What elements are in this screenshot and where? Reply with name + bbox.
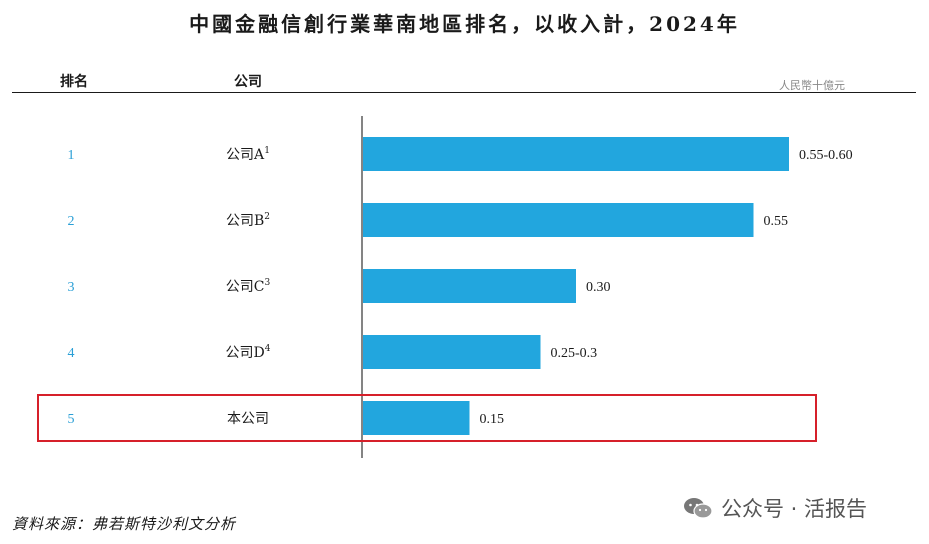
rank-label: 3 (68, 280, 75, 295)
company-column-header: 公司 (234, 74, 262, 90)
bar (363, 401, 470, 435)
company-label: 公司B2 (226, 212, 270, 229)
highlight-box (37, 394, 817, 442)
value-label: 0.30 (586, 280, 611, 295)
value-label: 0.55 (764, 214, 789, 229)
value-label: 0.25-0.3 (551, 346, 598, 361)
watermark-text: 公众号 · 活报告 (721, 497, 868, 521)
wechat-icon (684, 498, 713, 519)
chart-title: 中國金融信創行業華南地區排名，以收入計，2024年 (189, 12, 740, 36)
company-label: 公司D4 (226, 344, 271, 361)
bar (363, 335, 541, 369)
rank-label: 5 (68, 412, 75, 427)
rank-column-header: 排名 (60, 74, 88, 90)
header-rule (12, 92, 916, 93)
rank-label: 1 (68, 148, 75, 163)
company-label: 公司C3 (226, 278, 271, 295)
company-label: 公司A1 (226, 146, 270, 163)
footnote-marker: 1 (264, 146, 270, 156)
bar (363, 269, 576, 303)
rank-label: 4 (68, 346, 75, 361)
footnote-marker: 4 (265, 344, 271, 354)
footnote-marker: 2 (264, 212, 270, 222)
company-label: 本公司 (227, 411, 269, 427)
value-label: 0.15 (480, 412, 505, 427)
watermark: 公众号 · 活报告 (683, 493, 867, 523)
footnote-marker: 3 (264, 278, 270, 288)
unit-label: 人民幣十億元 (779, 79, 845, 92)
bar (363, 203, 754, 237)
value-label: 0.55-0.60 (799, 148, 853, 163)
source-note: 資料來源：弗若斯特沙利文分析 (12, 515, 237, 533)
bar (363, 137, 789, 171)
rank-label: 2 (68, 214, 75, 229)
